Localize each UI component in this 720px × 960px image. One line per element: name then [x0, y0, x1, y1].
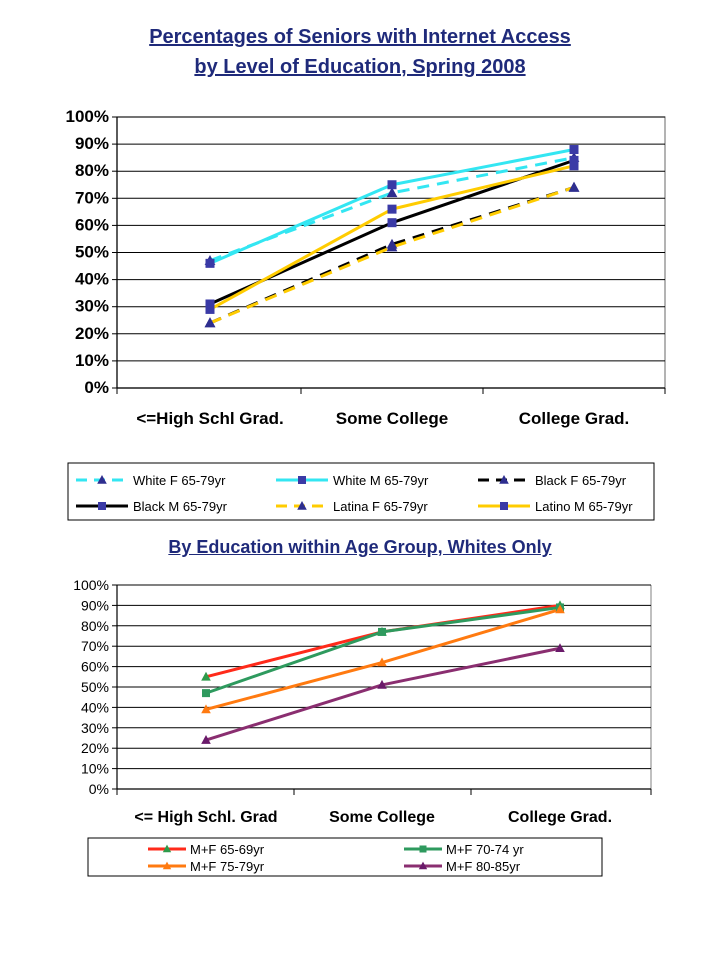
- chart1-legend-label-5: Latina F 65-79yr: [333, 499, 428, 514]
- chart2-series-2-point: [378, 627, 386, 636]
- chart2-series-4-point: [201, 735, 211, 744]
- chart2-y-tick-label: 80%: [81, 618, 109, 634]
- chart1-title-line1: Percentages of Seniors with Internet Acc…: [149, 26, 571, 48]
- chart1-x-tick-label: College Grad.: [519, 409, 630, 428]
- chart1-legend-marker-5: [297, 500, 307, 510]
- chart1-legend-label-4: Black M 65-79yr: [133, 499, 228, 514]
- chart2-y-tick-label: 0%: [89, 781, 109, 797]
- chart2-legend-label-4: M+F 80-85yr: [446, 859, 521, 874]
- chart2-series-3-point: [377, 657, 387, 667]
- chart2-series-1-point: [201, 671, 211, 681]
- chart1-legend-label-6: Latino M 65-79yr: [535, 499, 633, 514]
- chart1-x-tick-label: Some College: [336, 409, 448, 428]
- chart2-series-4-point: [377, 679, 387, 689]
- chart2-series-3-point: [555, 604, 565, 614]
- chart1-series-6-point: [387, 204, 397, 214]
- chart2-series-2-point: [202, 689, 210, 698]
- chart2-y-tick-label: 40%: [81, 699, 109, 715]
- chart2-series-line-2: [205, 605, 561, 695]
- chart1-series-5-point: [386, 241, 398, 252]
- chart1-series-4-point: [569, 155, 579, 165]
- chart1-y-tick-label: 50%: [75, 243, 109, 262]
- chart2-series-3-point: [201, 704, 211, 714]
- chart1-series-5-point: [568, 181, 580, 192]
- chart2-y-tick-label: 90%: [81, 597, 109, 613]
- chart2-title: By Education within Age Group, Whites On…: [168, 537, 552, 557]
- chart1-legend-marker-4: [98, 502, 106, 510]
- chart1-series-line-5: [209, 186, 575, 325]
- chart1-series-2-point: [569, 145, 579, 155]
- chart1-legend-marker-2: [298, 476, 306, 484]
- chart1-title-line2: by Level of Education, Spring 2008: [194, 56, 526, 78]
- chart1-series-6-point: [569, 161, 579, 171]
- chart2-y-tick-label: 10%: [81, 761, 109, 777]
- chart2-legend-marker-4: [418, 861, 428, 870]
- chart1-y-tick-label: 100%: [66, 107, 109, 126]
- chart1-y-tick-label: 10%: [75, 351, 109, 370]
- chart1-series-1-point: [386, 187, 398, 198]
- chart1-series-4-point: [387, 218, 397, 228]
- chart2-legend-label-3: M+F 75-79yr: [190, 859, 265, 874]
- chart1-series-2-point: [387, 180, 397, 190]
- chart1-series-2-point: [205, 258, 215, 268]
- chart2-y-tick-label: 60%: [81, 659, 109, 675]
- chart2-y-tick-label: 30%: [81, 720, 109, 736]
- chart2-x-tick-label: Some College: [329, 809, 435, 826]
- chart2-legend: [87, 837, 603, 877]
- chart1-legend: [67, 462, 655, 521]
- chart1-legend-marker-6: [500, 502, 508, 510]
- chart1-legend-label-1: White F 65-79yr: [133, 473, 226, 488]
- chart2-legend-label-2: M+F 70-74 yr: [446, 842, 524, 857]
- chart1-y-tick-label: 60%: [75, 215, 109, 234]
- chart2-series-4-point: [555, 643, 565, 653]
- chart1-legend-marker-3: [499, 474, 509, 484]
- chart1-series-5-point: [204, 317, 216, 328]
- chart2-x-tick-label: <= High Schl. Grad: [134, 809, 277, 826]
- chart2-y-tick-label: 50%: [81, 679, 109, 695]
- chart1-y-tick-label: 30%: [75, 297, 109, 316]
- chart2-y-tick-label: 70%: [81, 638, 109, 654]
- chart1-legend-label-3: Black F 65-79yr: [535, 473, 627, 488]
- chart2-legend-marker-3: [162, 861, 172, 870]
- chart1-x-tick-label: <=High Schl Grad.: [136, 409, 283, 428]
- chart2-legend-label-1: M+F 65-69yr: [190, 842, 265, 857]
- chart2-x-tick-label: College Grad.: [508, 809, 612, 826]
- chart2-y-tick-label: 100%: [73, 577, 109, 593]
- chart2-y-tick-label: 20%: [81, 740, 109, 756]
- chart1-y-tick-label: 0%: [84, 378, 109, 397]
- chart2-legend-marker-2: [419, 845, 427, 853]
- chart2-legend-marker-1: [162, 844, 172, 853]
- chart1-y-tick-label: 40%: [75, 270, 109, 289]
- chart1-legend-label-2: White M 65-79yr: [333, 473, 429, 488]
- chart1-y-tick-label: 20%: [75, 324, 109, 343]
- chart1-y-tick-label: 80%: [75, 161, 109, 180]
- chart1-legend-marker-1: [97, 474, 107, 484]
- chart1-series-6-point: [205, 304, 215, 314]
- chart1-y-tick-label: 70%: [75, 188, 109, 207]
- chart1-series-4-point: [205, 299, 215, 309]
- chart1-y-tick-label: 90%: [75, 134, 109, 153]
